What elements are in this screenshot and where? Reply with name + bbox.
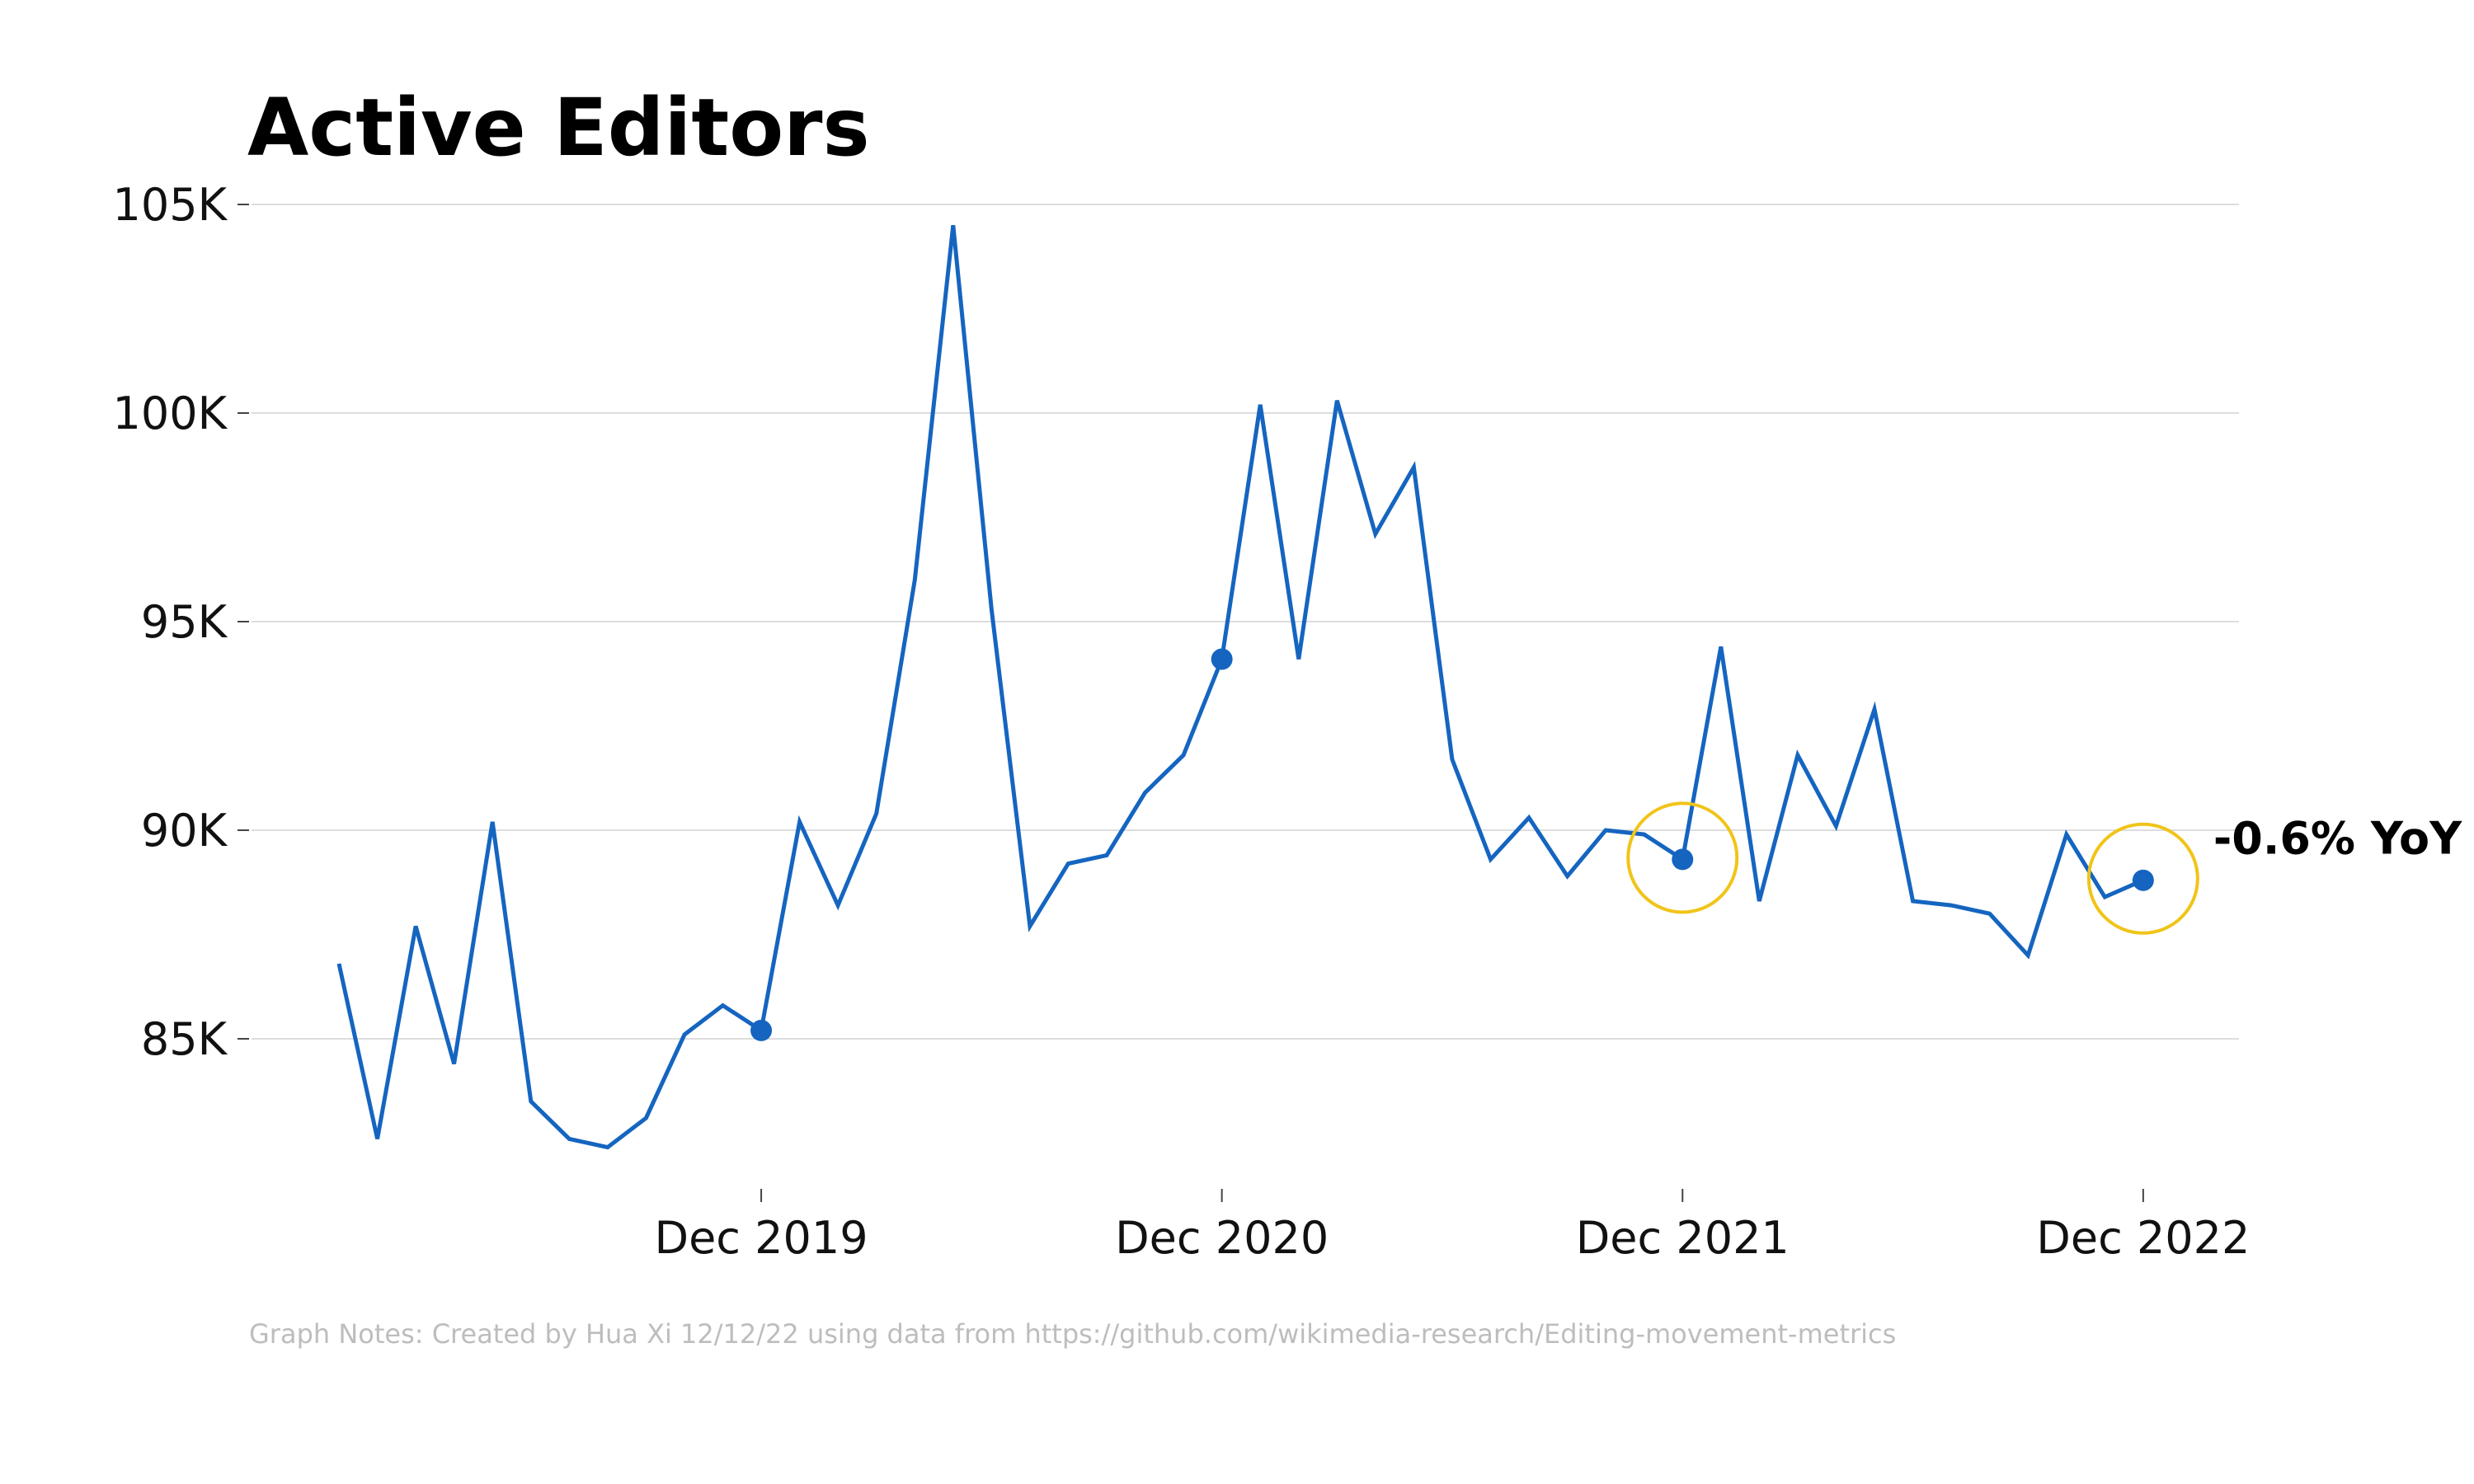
yoy-annotation: -0.6% YoY: [2213, 813, 2462, 865]
graph-notes: Graph Notes: Created by Hua Xi 12/12/22 …: [249, 1318, 1896, 1350]
gridlines: [252, 204, 2239, 1040]
data-point-marker: [1211, 648, 1233, 670]
data-point-marker: [1672, 848, 1694, 871]
markers: [750, 648, 2199, 1041]
x-tick-label: Dec 2021: [1576, 1212, 1790, 1264]
x-tick-label: Dec 2019: [655, 1212, 868, 1264]
series-line: [336, 225, 2144, 1150]
y-tick-label: 90K: [141, 805, 228, 857]
y-tick-label: 95K: [141, 596, 228, 648]
x-tick-label: Dec 2020: [1115, 1212, 1329, 1264]
y-tick-label: 105K: [113, 179, 228, 231]
highlight-circle: [1626, 801, 1739, 914]
data-point-marker: [750, 1019, 773, 1041]
chart-title: Active Editors: [247, 82, 870, 174]
y-tick-label: 100K: [113, 387, 228, 439]
x-tick-label: Dec 2022: [2036, 1212, 2250, 1264]
highlight-circle: [2086, 822, 2199, 935]
y-tick-label: 85K: [141, 1013, 228, 1065]
series-active-editors: [336, 225, 2144, 1150]
y-axis: 85K 90K 95K 100K 105K: [113, 179, 249, 1065]
x-axis: Dec 2019 Dec 2020 Dec 2021 Dec 2022: [655, 1189, 2250, 1264]
data-point-marker: [2132, 869, 2154, 891]
annotations: -0.6% YoY: [2213, 813, 2462, 865]
